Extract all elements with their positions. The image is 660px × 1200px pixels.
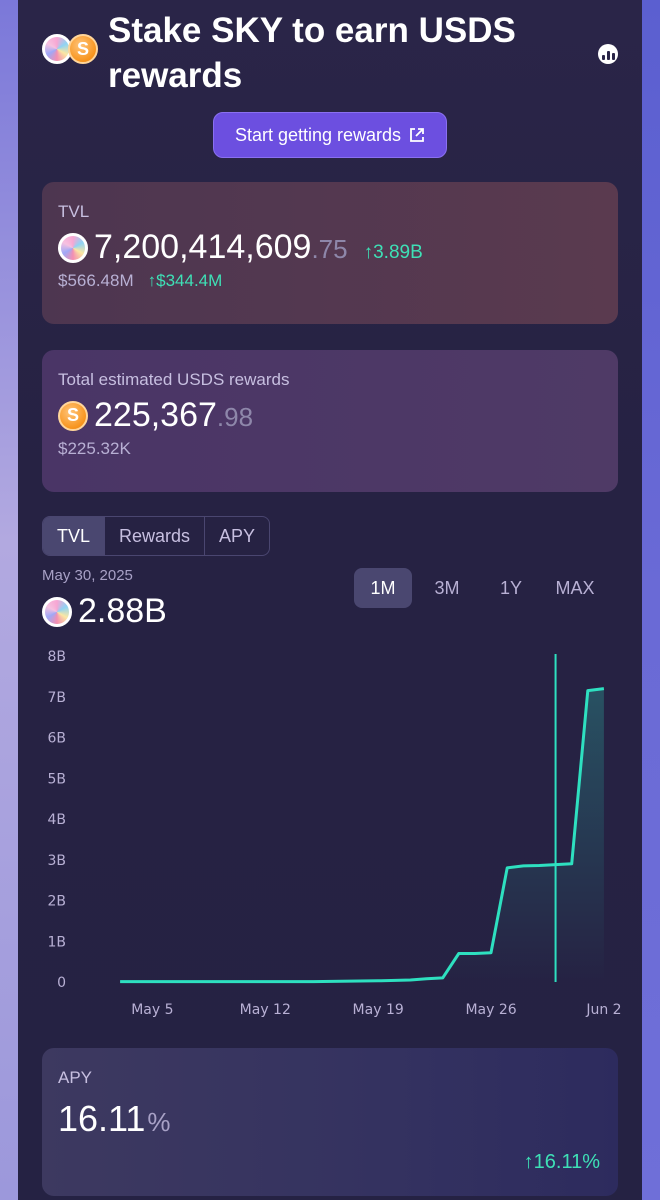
apy-card: APY 16.11 % ↑16.11% xyxy=(42,1048,618,1196)
tab-rewards[interactable]: Rewards xyxy=(105,517,206,555)
y-tick-label: 6B xyxy=(47,731,66,747)
tvl-usd-row: $566.48M ↑$344.4M xyxy=(58,271,602,291)
x-tick-label: May 5 xyxy=(131,1002,173,1018)
apy-percent-sign: % xyxy=(147,1107,171,1137)
range-1m[interactable]: 1M xyxy=(354,568,412,608)
tab-tvl[interactable]: TVL xyxy=(43,517,106,555)
chart-value-row: 2.88B xyxy=(42,592,167,631)
rewards-card: Total estimated USDS rewards S 225,367 .… xyxy=(42,350,618,492)
tvl-card: TVL 7,200,414,609 .75 ↑3.89B $566.48M ↑$… xyxy=(42,182,618,324)
range-max[interactable]: MAX xyxy=(555,577,595,598)
external-link-icon xyxy=(410,128,424,142)
y-tick-label: 1B xyxy=(47,934,66,950)
tvl-usd-change: ↑$344.4M xyxy=(147,271,223,290)
rewards-value: 225,367 xyxy=(94,396,217,434)
start-rewards-label: Start getting rewards xyxy=(234,124,402,145)
sky-coin-icon xyxy=(42,596,72,627)
usds-coin-icon: S xyxy=(68,34,98,64)
y-tick-label: 4B xyxy=(47,812,66,828)
rewards-value-decimal: .98 xyxy=(216,402,254,432)
y-tick-label: 3B xyxy=(47,853,66,869)
tvl-value-decimal: .75 xyxy=(311,234,348,264)
apy-change: ↑16.11% xyxy=(523,1151,600,1173)
page-title: Stake SKY to earn USDS rewards xyxy=(108,11,516,95)
usds-symbol: S xyxy=(76,38,89,59)
y-tick-label: 7B xyxy=(47,690,66,706)
tvl-label: TVL xyxy=(58,202,90,221)
metric-tabs: TVL Rewards APY xyxy=(42,516,271,556)
usds-symbol: S xyxy=(66,405,79,425)
range-selector: 1M 3M 1Y MAX xyxy=(354,568,604,608)
usds-coin-icon: S xyxy=(58,400,88,431)
y-tick-label: 0 xyxy=(57,975,66,991)
tvl-value-row: 7,200,414,609 .75 ↑3.89B xyxy=(58,228,602,267)
y-tick-label: 2B xyxy=(47,894,66,910)
staking-panel: S Stake SKY to earn USDS rewards Start g… xyxy=(18,0,642,1200)
x-tick-label: Jun 2 xyxy=(585,1002,621,1018)
y-tick-label: 5B xyxy=(47,771,66,787)
rewards-label: Total estimated USDS rewards xyxy=(58,370,290,389)
x-tick-label: May 12 xyxy=(240,1002,291,1018)
tvl-change: ↑3.89B xyxy=(363,242,423,263)
apy-value-row: 16.11 % xyxy=(58,1098,602,1140)
sky-coin-icon xyxy=(42,34,72,64)
token-pair-logo: S xyxy=(42,34,102,66)
page-header: S Stake SKY to earn USDS rewards xyxy=(42,6,618,106)
range-1y[interactable]: 1Y xyxy=(499,577,523,598)
apy-label: APY xyxy=(58,1068,93,1087)
y-tick-label: 8B xyxy=(47,649,66,665)
rewards-value-row: S 225,367 .98 xyxy=(58,396,602,435)
sky-coin-icon xyxy=(58,232,88,263)
start-rewards-button[interactable]: Start getting rewards xyxy=(213,112,447,158)
tab-apy[interactable]: APY xyxy=(219,525,256,546)
x-tick-label: May 26 xyxy=(465,1002,516,1018)
tvl-area xyxy=(120,688,604,982)
apy-value: 16.11 xyxy=(58,1098,146,1139)
background-right-strip xyxy=(642,0,660,1200)
background-left-strip xyxy=(0,0,18,1200)
rewards-usd-row: $225.32K xyxy=(58,439,602,459)
tvl-value: 7,200,414,609 xyxy=(94,228,312,266)
range-3m[interactable]: 3M xyxy=(434,577,460,598)
chart-date: May 30, 2025 xyxy=(42,567,133,584)
chart-value: 2.88B xyxy=(78,592,167,630)
rewards-usd-value: $225.32K xyxy=(58,439,131,458)
tvl-usd-value: $566.48M xyxy=(58,271,134,290)
chart-icon[interactable] xyxy=(598,44,618,64)
tvl-line-chart[interactable]: 0 1B 2B 3B 4B 5B 6B 7B 8B May 5 May 12 May 19 May 2… xyxy=(42,640,622,1030)
x-tick-label: May 19 xyxy=(353,1002,404,1018)
